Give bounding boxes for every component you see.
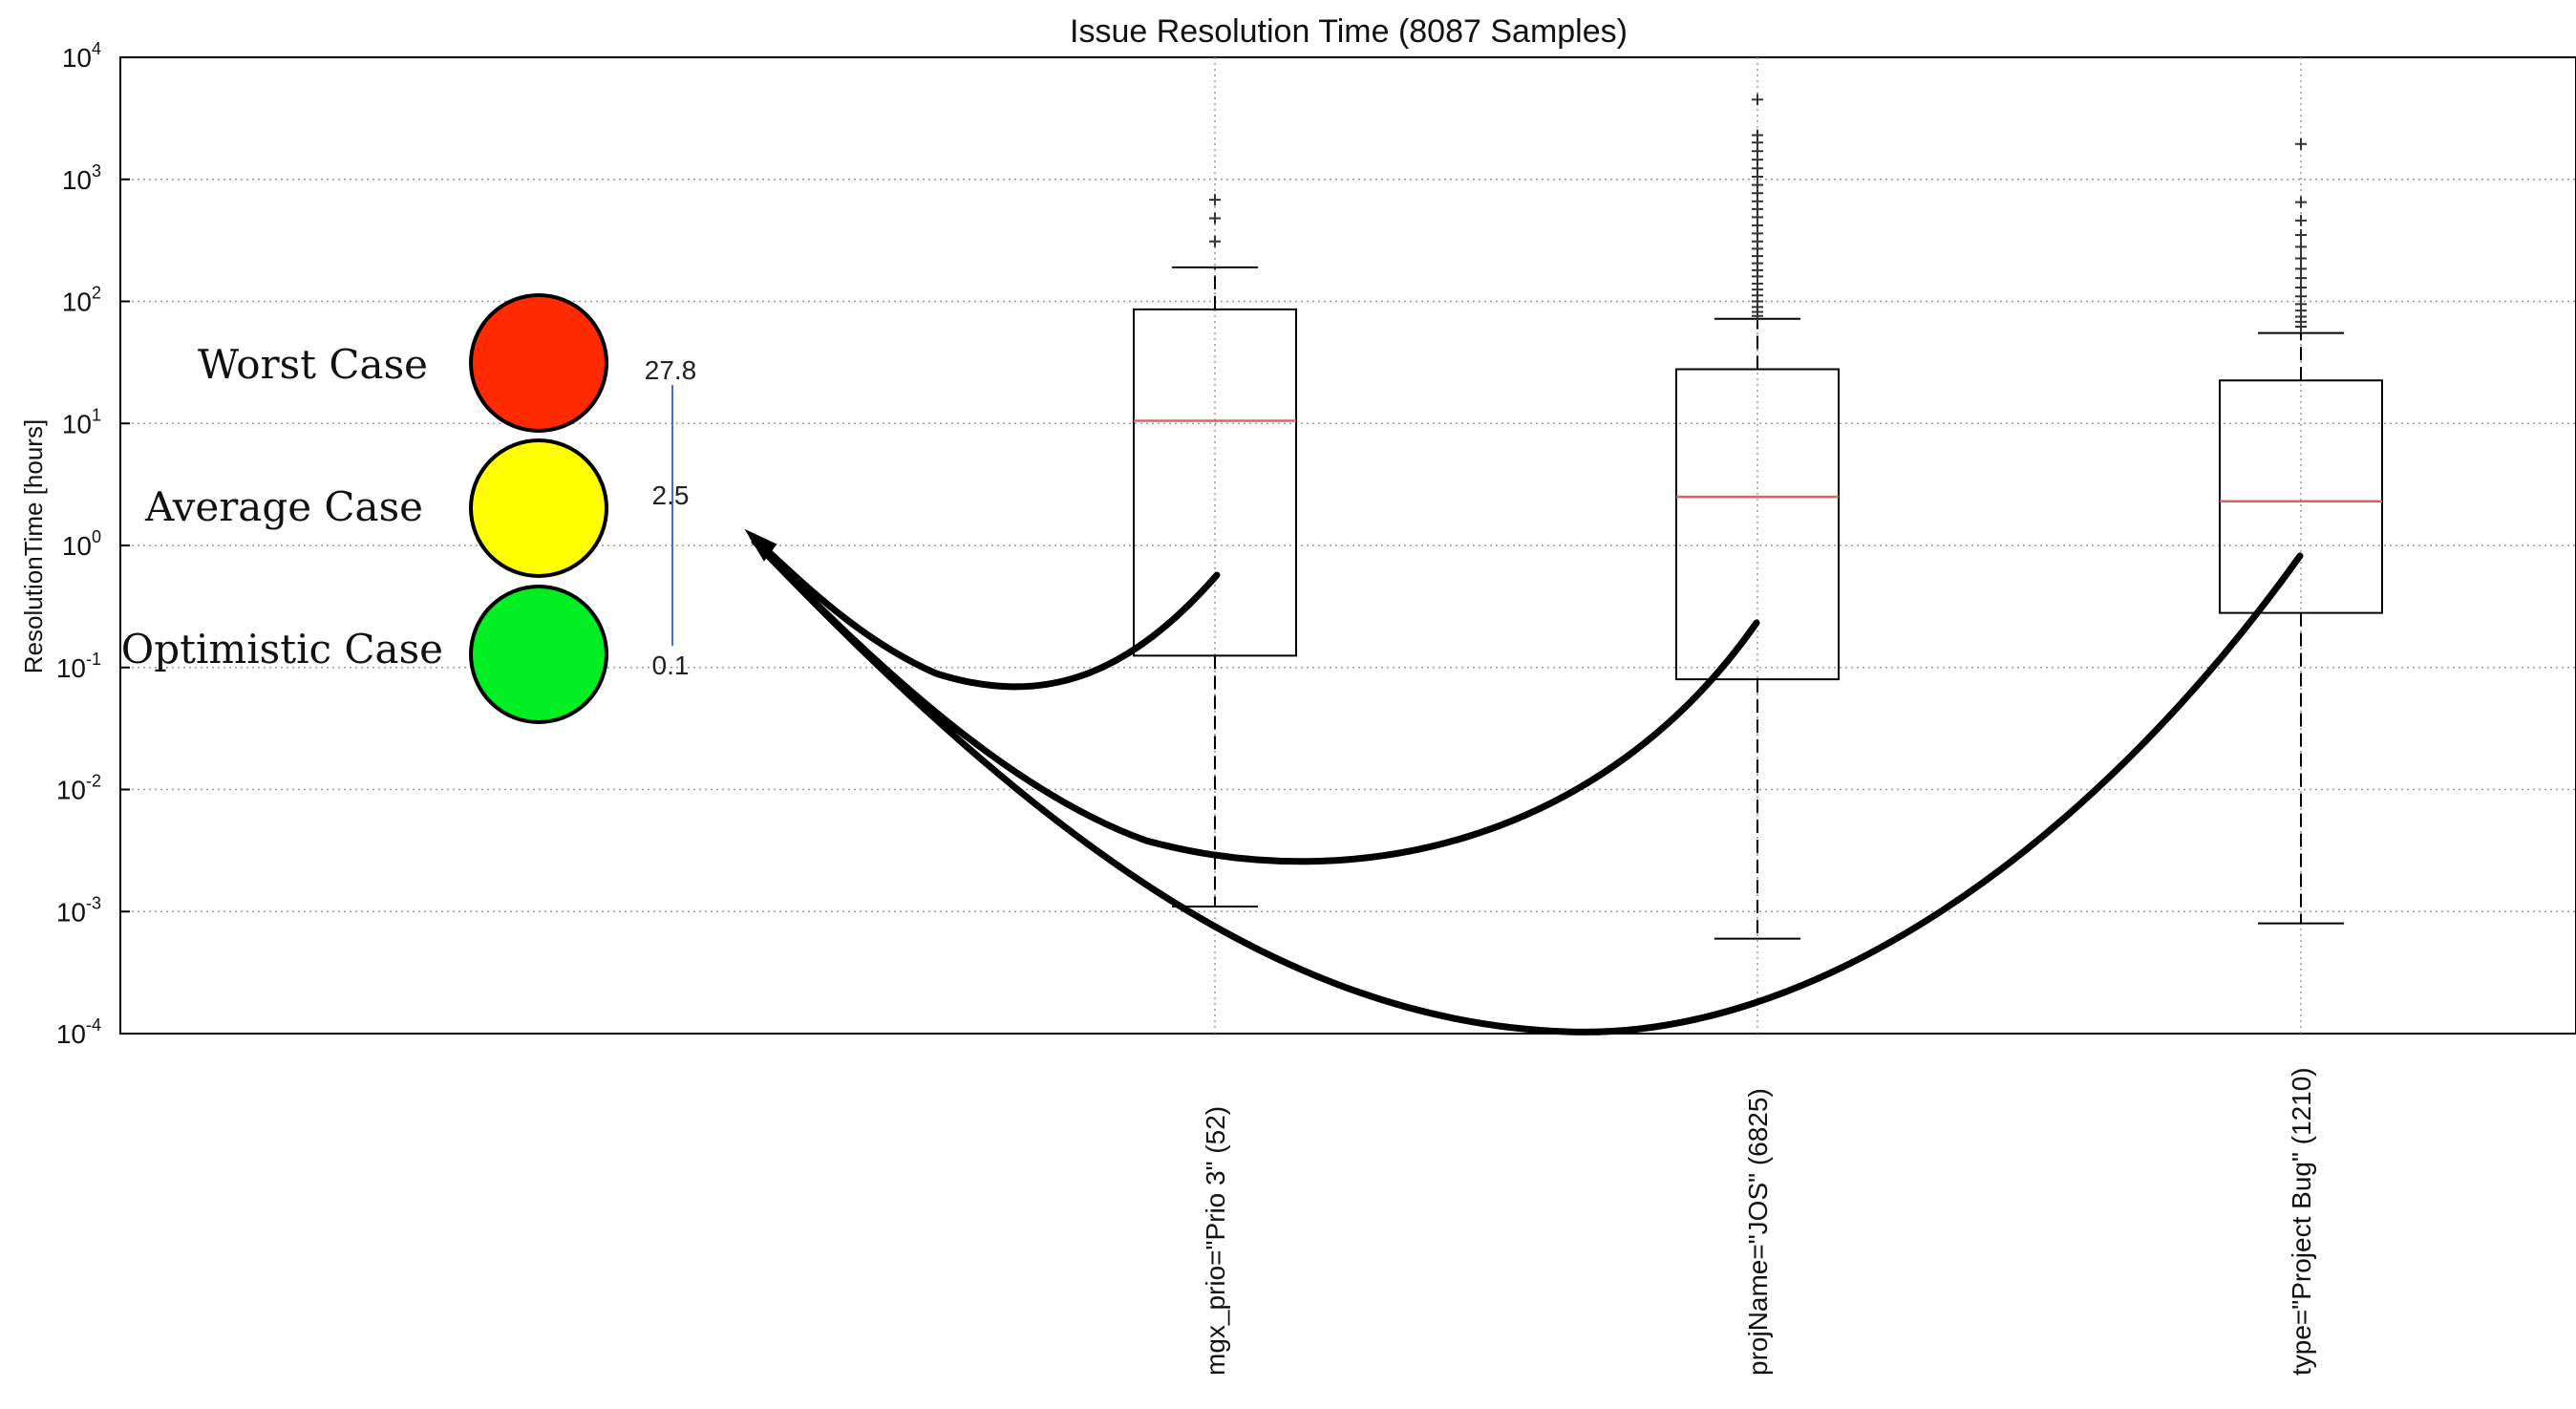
iqr-box [1675, 368, 1840, 681]
x-tick-label: projName="JOS" (6825) [1743, 1088, 1773, 1376]
optimistic-case-circle [469, 585, 608, 724]
arrow-from-projectbug [751, 538, 2304, 1035]
outlier-point [2295, 196, 2307, 208]
scale-value-optimistic: 0.1 [652, 651, 690, 680]
legend-label-optimistic: Optimistic Case [121, 626, 443, 672]
scale-value-average: 2.5 [652, 480, 690, 510]
y-axis-label: ResolutionTime [hours] [19, 419, 48, 673]
outlier-point [2295, 241, 2307, 253]
outlier-point [1209, 235, 1221, 247]
y-tick-label: 10-1 [56, 650, 101, 683]
average-case-circle [469, 438, 608, 578]
box-3 [2219, 138, 2383, 925]
legend-label-worst: Worst Case [198, 341, 428, 388]
y-tick-label: 103 [62, 161, 101, 195]
grid-layer [120, 57, 2576, 1034]
chart-title: Issue Resolution Time (8087 Samples) [1070, 13, 1628, 50]
outlier-point [1209, 212, 1221, 224]
outlier-point [2295, 263, 2307, 275]
outlier-point [1752, 94, 1763, 106]
outlier-point [1752, 129, 1763, 141]
outlier-point [1209, 194, 1221, 206]
y-tick-label: 10-4 [56, 1015, 101, 1049]
x-tick-labels: mgx_prio="Prio 3" (52) projName="JOS" (68… [1201, 1067, 2316, 1376]
y-tick-label: 10-3 [56, 893, 101, 927]
box-2 [1675, 94, 1840, 940]
boxes [1133, 94, 2383, 940]
legend-label-average: Average Case [144, 483, 423, 530]
y-ticks: 104 103 102 101 100 10-1 10-2 10-3 10-4 [56, 39, 130, 1049]
y-tick-label: 10-2 [56, 772, 101, 805]
outlier-point [2295, 214, 2307, 226]
arrow-from-prio3 [749, 533, 1221, 691]
iqr-box [1133, 308, 1297, 657]
outlier-point [2295, 138, 2307, 150]
arrowhead [744, 528, 777, 562]
scale-value-worst: 27.8 [645, 355, 697, 385]
y-tick-label: 100 [62, 527, 101, 561]
y-tick-label: 102 [62, 284, 101, 317]
x-tick-label: mgx_prio="Prio 3" (52) [1201, 1106, 1230, 1376]
annotation-arrows [744, 528, 2304, 1035]
worst-case-circle [469, 293, 608, 433]
iqr-box [2219, 379, 2383, 614]
scenario-legend: Worst Case Average Case Optimistic Case … [121, 293, 697, 724]
y-tick-label: 104 [62, 39, 101, 73]
x-tick-label: type="Project Bug" (1210) [2287, 1067, 2316, 1376]
outlier-point [2295, 252, 2307, 265]
y-tick-label: 101 [62, 405, 101, 438]
outlier-point [2295, 228, 2307, 241]
